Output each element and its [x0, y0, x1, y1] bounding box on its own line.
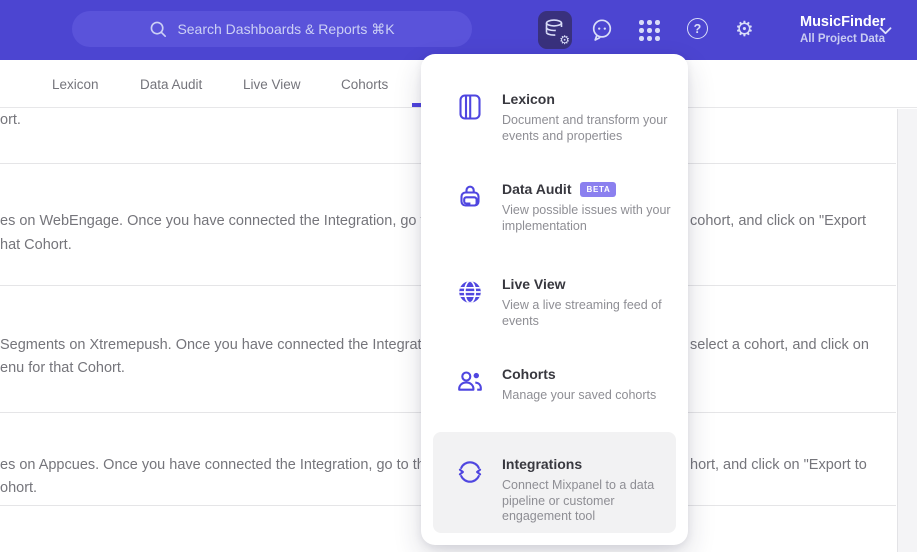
- menu-item-text: Live View View a live streaming feed of …: [502, 276, 678, 329]
- data-management-button[interactable]: [538, 11, 572, 49]
- menu-item-desc: Connect Mixpanel to a data pipeline or c…: [502, 478, 655, 523]
- feedback-button[interactable]: [590, 18, 614, 42]
- settings-button[interactable]: [735, 18, 759, 42]
- tab-live-view[interactable]: Live View: [243, 76, 301, 92]
- row-text-fragment: ohort.: [0, 480, 38, 496]
- row-text-fragment: cohort, and click on "Export: [690, 213, 867, 229]
- apps-grid-button[interactable]: [638, 19, 662, 43]
- database-gear-icon: [545, 19, 563, 36]
- integrations-sync-icon: [455, 457, 485, 487]
- row-text-fragment: es on WebEngage. Once you have connected…: [0, 213, 457, 229]
- gear-icon: [735, 18, 754, 41]
- scrollbar-track[interactable]: [897, 109, 917, 552]
- gear-icon: [559, 34, 570, 46]
- project-subtitle: All Project Data: [800, 33, 885, 45]
- topbar: Search Dashboards & Reports ⌘K: [0, 0, 917, 60]
- menu-item-desc: Document and transform your events and p…: [502, 113, 668, 143]
- live-view-globe-icon: [455, 277, 485, 307]
- row-text-fragment: hat Cohort.: [0, 237, 72, 253]
- navigation-dropdown: Lexicon Document and transform your even…: [421, 54, 688, 545]
- search-placeholder: Search Dashboards & Reports ⌘K: [177, 20, 395, 37]
- row-text-fragment: enu for that Cohort.: [0, 360, 125, 376]
- menu-item-integrations-inner: Integrations Connect Mixpanel to a data …: [455, 456, 685, 525]
- menu-item-text: Lexicon Document and transform your even…: [502, 91, 678, 144]
- help-button[interactable]: [687, 18, 711, 42]
- menu-item-data-audit[interactable]: Data Audit BETA View possible issues with…: [455, 181, 685, 234]
- row-text-fragment: es on Appcues. Once you have connected t…: [0, 457, 449, 473]
- question-circle-icon: [687, 18, 708, 39]
- search-icon: [151, 21, 167, 38]
- menu-item-lexicon[interactable]: Lexicon Document and transform your even…: [455, 91, 685, 144]
- tab-lexicon[interactable]: Lexicon: [52, 76, 99, 92]
- chevron-down-icon[interactable]: [879, 27, 892, 35]
- project-name: MusicFinder: [800, 14, 886, 30]
- lexicon-book-icon: [455, 92, 485, 122]
- menu-item-title: Data Audit: [502, 181, 572, 197]
- row-text-fragment: hort, and click on "Export to: [690, 457, 867, 473]
- row-text-fragment: select a cohort, and click on: [690, 337, 869, 353]
- row-text-fragment: Segments on Xtremepush. Once you have co…: [0, 337, 445, 353]
- beta-badge: BETA: [580, 182, 617, 197]
- menu-item-live-view[interactable]: Live View View a live streaming feed of …: [455, 276, 685, 329]
- menu-item-title: Integrations: [502, 456, 583, 472]
- menu-item-title: Lexicon: [502, 91, 555, 107]
- menu-item-cohorts[interactable]: Cohorts Manage your saved cohorts: [455, 366, 685, 404]
- menu-item-title: Live View: [502, 276, 566, 292]
- data-audit-lock-icon: [455, 182, 485, 212]
- chat-smiley-icon: [592, 19, 612, 41]
- menu-item-text: Data Audit BETA View possible issues with…: [502, 181, 678, 234]
- row-text-fragment: ort.: [0, 112, 21, 128]
- tab-data-audit[interactable]: Data Audit: [140, 76, 203, 92]
- menu-item-desc: View possible issues with your implement…: [502, 203, 671, 233]
- menu-item-text: Cohorts Manage your saved cohorts: [502, 366, 678, 404]
- search-input[interactable]: Search Dashboards & Reports ⌘K: [72, 11, 472, 47]
- menu-item-text: Integrations Connect Mixpanel to a data …: [502, 456, 678, 525]
- tab-cohorts[interactable]: Cohorts: [341, 76, 389, 92]
- cohorts-people-icon: [455, 367, 485, 397]
- dots-grid-icon: [638, 19, 662, 42]
- project-selector[interactable]: MusicFinder All Project Data: [800, 13, 885, 47]
- menu-item-integrations[interactable]: Integrations Connect Mixpanel to a data …: [433, 432, 676, 533]
- menu-item-desc: Manage your saved cohorts: [502, 388, 657, 402]
- menu-item-desc: View a live streaming feed of events: [502, 298, 662, 328]
- menu-item-title: Cohorts: [502, 366, 556, 382]
